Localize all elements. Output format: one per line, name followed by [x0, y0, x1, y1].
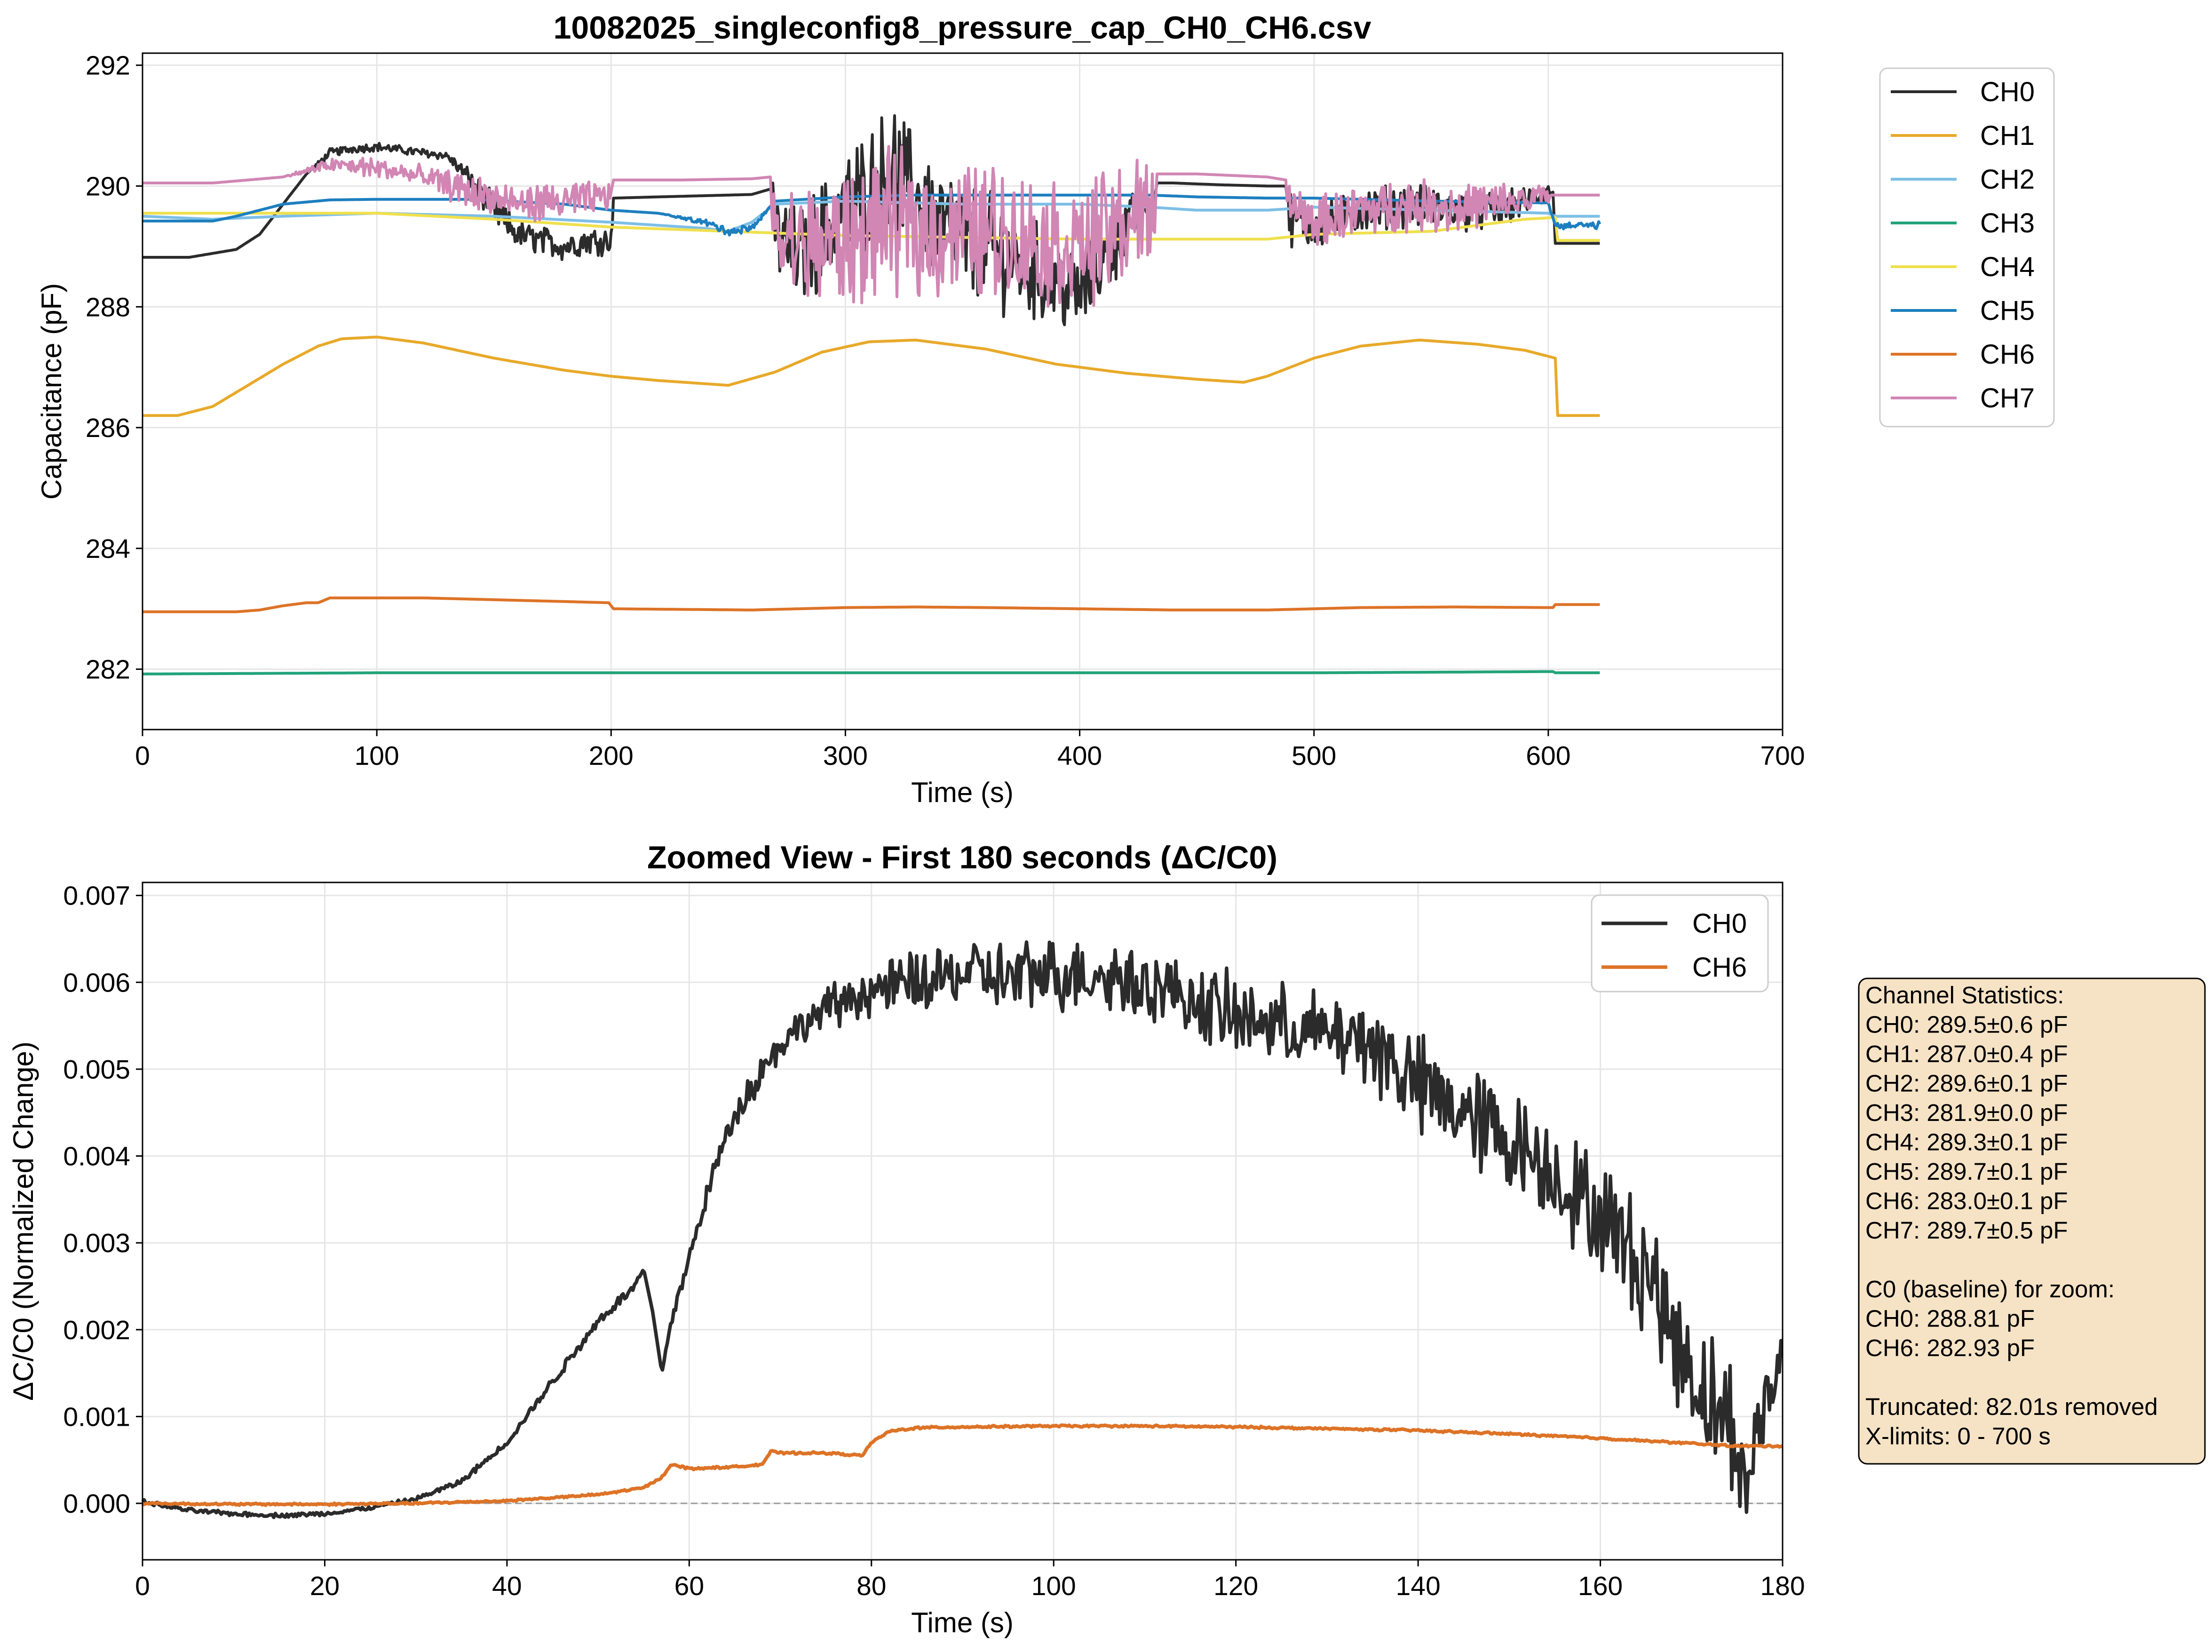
- stats-line: C0 (baseline) for zoom:: [1865, 1276, 2115, 1303]
- stats-line: X-limits: 0 - 700 s: [1865, 1423, 2051, 1450]
- channel-statistics-box: Channel Statistics:CH0: 289.5±0.6 pFCH1:…: [1858, 977, 2206, 1465]
- top-x-tick-label: 700: [1760, 741, 1805, 771]
- stats-line: CH1: 287.0±0.4 pF: [1865, 1040, 2068, 1067]
- top-series-ch1: [142, 335, 1600, 417]
- capacitance-plot: 0 100 200 300 400 500 600 700 282 284 286 288 290 292…: [36, 10, 1805, 808]
- stats-line: CH0: 288.81 pF: [1865, 1305, 2035, 1332]
- bottom-x-tick-label: 60: [674, 1571, 704, 1601]
- top-series-ch5: [142, 193, 1602, 237]
- stats-line: CH4: 289.3±0.1 pF: [1865, 1129, 2068, 1156]
- top-y-tick-label: 288: [86, 292, 130, 322]
- bottom-series-ch0: [141, 940, 1783, 1519]
- stats-line: CH6: 282.93 pF: [1865, 1334, 2035, 1361]
- bottom-y-axis-label: ΔC/C0 (Normalized Change): [8, 1041, 39, 1401]
- top-y-tick-label: 286: [86, 413, 130, 443]
- legend-label-ch2: CH2: [1980, 164, 2035, 195]
- top-x-tick-label: 300: [823, 741, 868, 771]
- bottom-x-tick-label: 160: [1578, 1571, 1623, 1601]
- top-series-lines: [142, 114, 1602, 675]
- top-legend: CH0 CH1 CH2 CH3 CH4 CH5 CH6 CH7: [1879, 67, 2055, 428]
- legend-label-ch1: CH1: [1980, 120, 2035, 151]
- zoom-legend-label-ch6: CH6: [1692, 952, 1747, 983]
- stats-line: CH3: 281.9±0.0 pF: [1865, 1099, 2068, 1126]
- legend-label-ch7: CH7: [1980, 383, 2035, 413]
- bottom-x-tick-label: 120: [1213, 1571, 1258, 1601]
- bottom-y-tick-label: 0.003: [63, 1228, 130, 1258]
- bottom-y-tick-label: 0.000: [63, 1489, 130, 1519]
- bottom-y-tick-label: 0.006: [63, 968, 130, 998]
- top-plot-frame: [142, 52, 1784, 731]
- bottom-x-axis-label: Time (s): [911, 1607, 1014, 1638]
- bottom-y-tick-label: 0.004: [63, 1142, 130, 1172]
- bottom-x-tick-label: 100: [1031, 1571, 1076, 1601]
- top-x-tick-label: 200: [589, 741, 634, 771]
- top-y-tick-label: 290: [86, 171, 130, 201]
- top-series-ch0: [142, 114, 1600, 326]
- bottom-series-lines: [141, 940, 1784, 1519]
- legend-label-ch3: CH3: [1980, 208, 2035, 238]
- top-series-ch3: [142, 670, 1600, 675]
- bottom-x-tick-label: 20: [310, 1571, 340, 1601]
- stats-box-background: [1858, 977, 2206, 1465]
- top-x-tick-label: 400: [1057, 741, 1102, 771]
- top-y-tick-label: 292: [86, 51, 130, 81]
- bottom-x-tick-label: 140: [1396, 1571, 1441, 1601]
- bottom-y-tick-label: 0.005: [63, 1055, 130, 1085]
- top-y-axis-label: Capacitance (pF): [36, 283, 67, 500]
- stats-line: CH2: 289.6±0.1 pF: [1865, 1070, 2068, 1097]
- bottom-x-tick-label: 0: [135, 1571, 150, 1601]
- legend-label-ch6: CH6: [1980, 339, 2035, 370]
- top-x-axis-label: Time (s): [911, 777, 1014, 808]
- stats-line: CH7: 289.7±0.5 pF: [1865, 1217, 2068, 1244]
- bottom-plot-frame: [142, 882, 1784, 1561]
- bottom-axis-ticks: 0 20 40 60 80 100 120 140 160 180 0.000 0.001 0.002 0…: [63, 881, 1805, 1601]
- legend-label-ch4: CH4: [1980, 252, 2035, 282]
- top-x-tick-label: 600: [1526, 741, 1570, 771]
- stats-line: Channel Statistics:: [1865, 982, 2064, 1009]
- top-x-tick-label: 100: [355, 741, 399, 771]
- zoom-legend-label-ch0: CH0: [1692, 908, 1747, 939]
- zoomed-plot: 0 20 40 60 80 100 120 140 160 180 0.000 0.001 0.002 0…: [8, 840, 1805, 1638]
- legend-label-ch0: CH0: [1980, 77, 2035, 107]
- top-x-tick-label: 500: [1292, 741, 1336, 771]
- bottom-y-tick-label: 0.007: [63, 881, 130, 911]
- top-series-ch7: [142, 145, 1600, 308]
- top-series-ch6: [142, 596, 1600, 613]
- bottom-gridlines: [142, 882, 1784, 1560]
- legend-label-ch5: CH5: [1980, 295, 2035, 326]
- top-y-tick-label: 284: [86, 534, 130, 564]
- bottom-x-tick-label: 80: [856, 1571, 886, 1601]
- top-x-tick-label: 0: [135, 741, 150, 771]
- top-gridlines: [142, 53, 1784, 730]
- stats-line: CH6: 283.0±0.1 pF: [1865, 1188, 2068, 1215]
- top-plot-title: 10082025_singleconfig8_pressure_cap_CH0_…: [554, 10, 1372, 46]
- bottom-y-tick-label: 0.001: [63, 1402, 130, 1432]
- top-legend-box: [1879, 67, 2055, 428]
- top-axis-ticks: 0 100 200 300 400 500 600 700 282 284 286 288 290 292: [86, 51, 1805, 771]
- bottom-x-tick-label: 180: [1760, 1571, 1805, 1601]
- bottom-x-tick-label: 40: [492, 1571, 522, 1601]
- bottom-plot-title: Zoomed View - First 180 seconds (ΔC/C0): [647, 840, 1277, 875]
- bottom-series-ch6: [142, 1423, 1784, 1507]
- bottom-y-tick-label: 0.002: [63, 1315, 130, 1345]
- stats-line: CH5: 289.7±0.1 pF: [1865, 1158, 2068, 1185]
- stats-line: Truncated: 82.01s removed: [1865, 1393, 2158, 1420]
- top-y-tick-label: 282: [86, 655, 130, 685]
- stats-line: CH0: 289.5±0.6 pF: [1865, 1011, 2068, 1038]
